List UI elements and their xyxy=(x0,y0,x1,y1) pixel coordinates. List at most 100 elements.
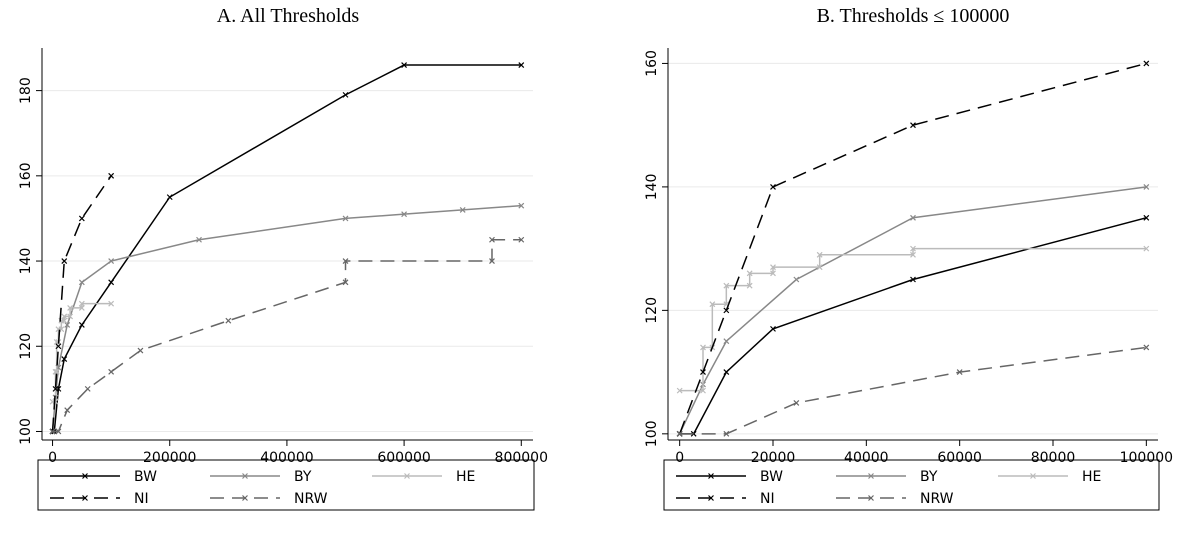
point-marker xyxy=(709,301,716,308)
point-marker xyxy=(52,368,59,375)
legend-box xyxy=(37,459,535,511)
point-marker xyxy=(910,276,916,283)
point-marker xyxy=(342,258,349,264)
x-tick-label: 40000 xyxy=(844,450,889,466)
point-marker xyxy=(770,183,776,190)
point-marker xyxy=(793,276,800,283)
legend-label: BW xyxy=(134,469,157,485)
point-marker xyxy=(137,347,144,354)
point-marker xyxy=(770,264,776,271)
point-marker xyxy=(84,385,91,392)
point-marker xyxy=(518,236,525,243)
x-tick-label: 0 xyxy=(48,450,57,466)
y-tick-label: 100 xyxy=(18,418,34,445)
y-tick-label: 140 xyxy=(644,174,660,201)
point-marker xyxy=(67,313,74,320)
point-marker xyxy=(816,264,823,271)
point-marker xyxy=(518,62,525,68)
point-marker xyxy=(489,258,495,264)
point-marker xyxy=(723,282,730,289)
point-marker xyxy=(1143,183,1150,190)
point-marker xyxy=(342,91,349,98)
point-marker xyxy=(67,304,74,311)
point-marker xyxy=(700,344,706,351)
point-marker xyxy=(1143,214,1150,221)
point-marker xyxy=(78,279,85,286)
series-line xyxy=(678,62,1147,435)
y-tick-label: 140 xyxy=(18,248,34,275)
y-tick-label: 120 xyxy=(18,333,34,360)
legend-label: NRW xyxy=(294,491,328,507)
y-tick-label: 160 xyxy=(18,162,34,189)
point-marker xyxy=(78,215,85,222)
point-marker xyxy=(55,428,62,435)
x-tick-label: 20000 xyxy=(751,450,796,466)
legend-label: HE xyxy=(1082,469,1101,485)
legend-marker xyxy=(82,473,88,479)
point-marker xyxy=(342,279,349,286)
x-tick-label: 80000 xyxy=(1031,450,1076,466)
point-marker xyxy=(78,322,85,328)
legend-label: HE xyxy=(456,469,475,485)
legend-marker xyxy=(868,473,874,479)
series-line xyxy=(678,186,1147,435)
point-marker xyxy=(793,400,800,406)
legend-marker xyxy=(82,495,88,501)
series-line xyxy=(51,204,522,432)
y-tick-label: 180 xyxy=(18,77,34,104)
point-marker xyxy=(770,270,776,277)
y-tick-label: 100 xyxy=(644,420,660,447)
legend-label: NI xyxy=(760,491,775,507)
legend-label: BY xyxy=(294,469,312,485)
point-marker xyxy=(55,343,62,350)
point-marker xyxy=(61,258,68,264)
point-marker xyxy=(401,62,408,68)
point-marker xyxy=(910,245,916,252)
point-marker xyxy=(910,214,916,221)
y-tick-label: 120 xyxy=(644,297,660,324)
point-marker xyxy=(723,369,730,376)
x-tick-label: 100000 xyxy=(1120,450,1173,466)
legend-label: NI xyxy=(134,491,149,507)
legend-marker xyxy=(868,495,874,501)
point-marker xyxy=(518,202,525,209)
point-marker xyxy=(676,387,683,394)
series-line xyxy=(679,247,1147,392)
x-tick-label: 0 xyxy=(675,450,684,466)
point-marker xyxy=(1143,245,1150,252)
point-marker xyxy=(196,236,202,243)
legend-marker xyxy=(404,473,410,479)
point-marker xyxy=(700,387,706,394)
point-marker xyxy=(53,368,60,375)
point-marker xyxy=(64,322,71,328)
legend-marker xyxy=(242,473,248,479)
legend-marker xyxy=(242,495,248,501)
point-marker xyxy=(78,300,85,307)
x-tick-label: 200000 xyxy=(143,450,196,466)
point-marker xyxy=(166,194,173,201)
series-line xyxy=(51,175,112,432)
point-marker xyxy=(64,407,71,414)
point-marker xyxy=(723,338,730,345)
x-tick-label: 400000 xyxy=(260,450,313,466)
point-marker xyxy=(746,282,753,289)
panel: B. Thresholds ≤ 100000 100 120 140 160 0 20000… xyxy=(644,5,1173,511)
point-marker xyxy=(746,270,753,277)
legend-marker xyxy=(1030,473,1036,479)
point-marker xyxy=(1143,60,1150,67)
series-line xyxy=(52,238,522,433)
point-marker xyxy=(401,211,408,218)
point-marker xyxy=(108,368,115,375)
point-marker xyxy=(489,236,495,243)
legend-marker xyxy=(708,495,714,501)
point-marker xyxy=(61,313,68,320)
point-marker xyxy=(770,325,776,332)
point-marker xyxy=(723,307,730,314)
series-line xyxy=(52,64,522,433)
point-marker xyxy=(49,428,56,435)
legend-box xyxy=(663,459,1160,511)
point-marker xyxy=(342,215,349,222)
point-marker xyxy=(78,304,85,311)
legend-label: NRW xyxy=(920,491,954,507)
x-tick-label: 60000 xyxy=(937,450,982,466)
